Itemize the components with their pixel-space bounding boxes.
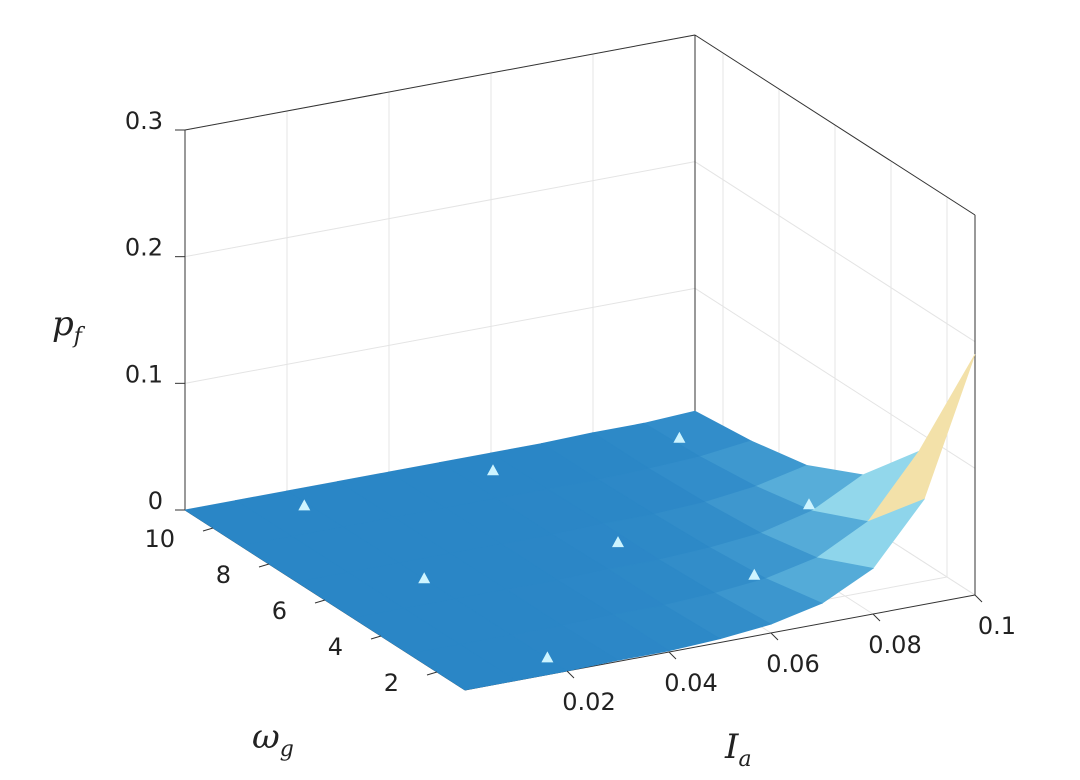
tick-mark: [668, 651, 677, 660]
x-axis-label-base: I: [724, 727, 739, 767]
z-tick-label: 0.3: [125, 107, 163, 135]
tick-mark: [314, 599, 326, 604]
y-tick-label: 4: [328, 633, 343, 661]
surface-patch: [407, 644, 518, 691]
y-axis-label: ωg: [252, 717, 294, 762]
tick-mark: [974, 594, 983, 603]
tick-mark: [370, 635, 382, 640]
z-axis-label-base: p: [52, 304, 74, 344]
point-marker: [418, 572, 431, 584]
y-tick-label: 2: [384, 669, 399, 697]
x-tick-label: 0.02: [562, 688, 615, 716]
x-tick-label: 0.08: [868, 631, 921, 659]
x-axis-label: Ia: [724, 727, 752, 772]
point-marker: [487, 464, 499, 476]
x-axis-label-sub: a: [738, 747, 751, 772]
z-tick-label: 0.2: [125, 234, 163, 262]
point-marker: [673, 431, 686, 443]
y-axis-label-sub: g: [280, 737, 294, 762]
y-tick-label: 8: [216, 561, 231, 589]
point-marker: [803, 498, 815, 510]
tick-mark: [202, 527, 214, 532]
x-tick-label: 0.06: [766, 650, 819, 678]
point-marker: [612, 536, 624, 548]
x-tick-label: 0.1: [978, 612, 1016, 640]
y-tick-label: 10: [144, 525, 175, 553]
point-marker: [748, 568, 761, 580]
tick-mark: [770, 632, 779, 641]
tick-mark: [258, 563, 270, 568]
point-marker: [298, 499, 311, 511]
box-edge: [694, 34, 976, 216]
back-left-wall: [185, 35, 695, 510]
grid-line: [694, 161, 976, 343]
box-edge: [184, 34, 696, 131]
x-tick-label: 0.04: [664, 669, 717, 697]
tick-mark: [426, 671, 438, 676]
z-tick-label: 0: [148, 487, 163, 515]
point-marker: [541, 651, 554, 663]
y-axis-label-base: ω: [252, 717, 280, 757]
grid-line: [184, 287, 696, 384]
tick-mark: [872, 613, 881, 622]
z-tick-label: 0.1: [125, 360, 163, 388]
tick-mark: [566, 670, 575, 679]
z-axis-label-sub: f: [72, 324, 86, 349]
grid-line: [184, 161, 696, 258]
y-tick-label: 6: [272, 597, 287, 625]
z-axis-label: pf: [52, 304, 86, 349]
